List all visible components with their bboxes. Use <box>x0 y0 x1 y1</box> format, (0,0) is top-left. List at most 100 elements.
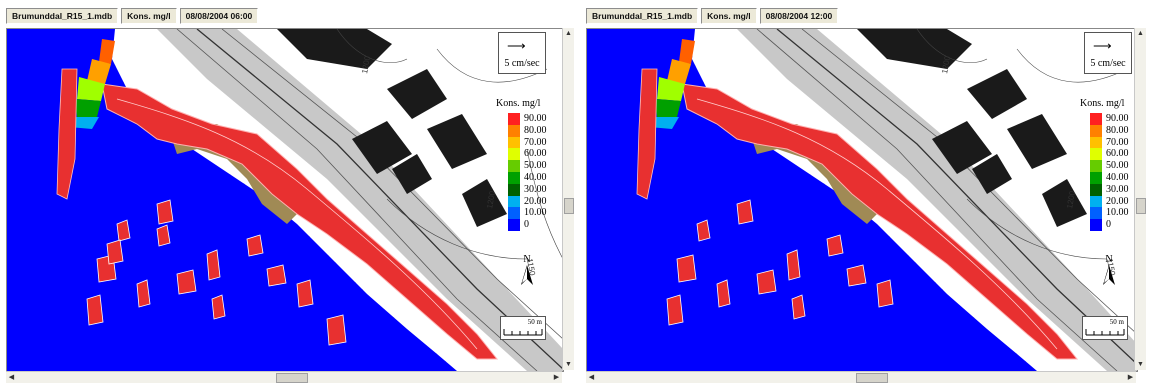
legend-swatch <box>1090 124 1102 137</box>
scroll-right-icon[interactable]: ▶ <box>1127 374 1134 381</box>
scale-ruler-icon <box>503 329 543 336</box>
plume-cell <box>786 249 801 281</box>
scroll-up-icon[interactable]: ▲ <box>1137 30 1144 37</box>
legend-entry: 50.00 <box>508 160 568 172</box>
plume-cell <box>296 279 314 308</box>
inlet-cells <box>69 39 115 129</box>
scroll-thumb[interactable] <box>1136 198 1146 214</box>
legend-label: 50.00 <box>524 160 547 172</box>
legend-label: 60.00 <box>1106 148 1129 160</box>
north-label: N <box>523 254 531 265</box>
velocity-scale-label: 5 cm/sec <box>1090 58 1126 69</box>
plume-cells <box>666 199 894 326</box>
status-header: Brumunddal_R15_1.mdb Kons. mg/l 08/08/20… <box>6 8 259 24</box>
plume-cell <box>116 219 131 242</box>
building-5 <box>1007 114 1067 169</box>
plume-cell <box>666 294 684 326</box>
scale-bar: 50 m <box>1082 316 1128 340</box>
horizontal-scrollbar[interactable]: ◀ ▶ <box>586 371 1136 383</box>
contours <box>916 29 1128 260</box>
building-6 <box>462 179 507 227</box>
variable-label: Kons. mg/l <box>701 8 757 24</box>
legend-label: 90.00 <box>524 113 547 124</box>
legend-entry: 90.00 <box>1090 113 1150 125</box>
plume-cell <box>326 314 347 346</box>
scroll-left-icon[interactable]: ◀ <box>588 374 595 381</box>
legend-label: 50.00 <box>1106 160 1129 172</box>
legend-swatch <box>508 219 520 231</box>
scroll-down-icon[interactable]: ▼ <box>1137 361 1144 368</box>
legend-entry: 70.00 <box>508 136 568 149</box>
vertical-scrollbar[interactable]: ▲ ▼ <box>1134 28 1146 370</box>
legend-label: 10.00 <box>524 207 547 219</box>
contour-label-3: 1150 <box>1105 258 1117 277</box>
plume-cell <box>876 279 894 308</box>
scroll-thumb-h[interactable] <box>276 373 308 383</box>
legend-swatch <box>1090 207 1102 220</box>
map-canvas[interactable]: 1200 1200 1150 <box>6 28 564 372</box>
scale-bar-label: 50 m <box>527 318 542 326</box>
plume-cell <box>696 219 711 242</box>
legend-entry: 60.00 <box>508 148 568 161</box>
map-panel-1: Brumunddal_R15_1.mdb Kons. mg/l 08/08/20… <box>6 8 574 383</box>
building-1 <box>857 29 972 69</box>
plume-cell <box>206 249 221 281</box>
plume-cell <box>826 234 844 257</box>
building-2 <box>967 69 1027 119</box>
legend-swatch <box>508 195 520 208</box>
road <box>157 29 563 371</box>
scroll-left-icon[interactable]: ◀ <box>8 374 15 381</box>
legend-swatch <box>508 207 520 220</box>
building-3 <box>352 121 412 174</box>
shore-strip <box>56 68 78 200</box>
scroll-thumb-h[interactable] <box>856 373 888 383</box>
buildings <box>857 29 1087 227</box>
legend-entry: 90.00 <box>508 113 568 125</box>
scroll-up-icon[interactable]: ▲ <box>565 30 572 37</box>
legend-swatch <box>1090 113 1102 125</box>
legend-label: 80.00 <box>1106 124 1129 136</box>
file-name-label: Brumunddal_R15_1.mdb <box>6 8 119 24</box>
legend-label: 30.00 <box>1106 183 1129 195</box>
north-arrow: N <box>1099 255 1119 292</box>
legend-label: 40.00 <box>524 171 547 183</box>
legend-swatch <box>508 113 520 125</box>
buildings <box>277 29 507 227</box>
legend-entry: 10.00 <box>1090 207 1150 220</box>
scroll-down-icon[interactable]: ▼ <box>565 361 572 368</box>
scroll-thumb[interactable] <box>564 198 574 214</box>
legend-label: 30.00 <box>524 183 547 195</box>
legend-swatch <box>1090 195 1102 208</box>
vertical-scrollbar[interactable]: ▲ ▼ <box>562 28 574 370</box>
building-6 <box>1042 179 1087 227</box>
legend-label: 60.00 <box>524 148 547 160</box>
scale-bar-label: 50 m <box>1109 318 1124 326</box>
building-3 <box>932 121 992 174</box>
map-canvas[interactable]: 1200 1200 1150 <box>586 28 1138 372</box>
horizontal-scrollbar[interactable]: ◀ ▶ <box>6 371 562 383</box>
shore-strip <box>636 68 658 200</box>
legend: 90.00 80.00 70.00 60.00 50.00 40.00 30.00 20.00… <box>1090 113 1150 231</box>
sediment-deposit <box>167 124 307 224</box>
plume-cell <box>106 239 124 265</box>
plume-cell <box>86 294 104 326</box>
legend-swatch <box>508 183 520 196</box>
plume-cell <box>736 199 754 225</box>
right-arrow-icon: ⟶ <box>1093 38 1112 53</box>
right-arrow-icon: ⟶ <box>507 38 526 53</box>
legend-label: 80.00 <box>524 124 547 136</box>
scale-ruler-icon <box>1085 329 1125 336</box>
plume-cell <box>176 269 197 295</box>
legend-label: 40.00 <box>1106 171 1129 183</box>
legend-entry: 50.00 <box>1090 160 1150 172</box>
building-2 <box>387 69 447 119</box>
map-panel-2: Brumunddal_R15_1.mdb Kons. mg/l 08/08/20… <box>580 0 1150 385</box>
legend-entry: 10.00 <box>508 207 568 220</box>
legend-swatch <box>1090 183 1102 196</box>
legend-swatch <box>508 124 520 137</box>
variable-label: Kons. mg/l <box>121 8 177 24</box>
scroll-right-icon[interactable]: ▶ <box>553 374 560 381</box>
road-line-2 <box>176 29 538 371</box>
road-line-3 <box>221 29 563 340</box>
legend-entry: 80.00 <box>508 124 568 137</box>
